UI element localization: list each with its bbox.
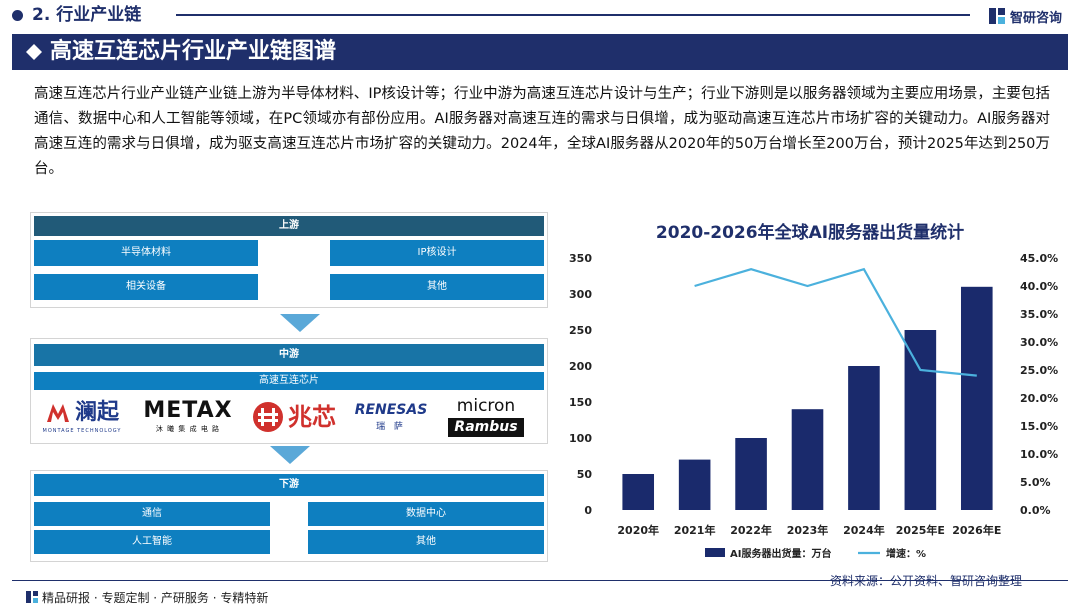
downstream-item: 其他 xyxy=(308,530,544,554)
footer-services: 精品研报 · 专题定制 · 产研服务 · 专精特新 xyxy=(26,588,268,606)
x-tick-label: 2023年 xyxy=(787,523,829,537)
downstream-item: 人工智能 xyxy=(34,530,270,554)
company-sub: 瑞 萨 xyxy=(376,421,406,432)
upstream-item: 相关设备 xyxy=(34,274,258,300)
y-right-tick-label: 30.0% xyxy=(1020,336,1058,349)
x-tick-label: 2026年E xyxy=(952,523,1001,537)
company-name: Rambus xyxy=(448,417,524,437)
montage-logo-icon xyxy=(46,404,69,422)
x-tick-label: 2022年 xyxy=(730,523,772,537)
y-right-tick-label: 25.0% xyxy=(1020,364,1058,377)
company-logo-micron-rambus: micron Rambus xyxy=(440,394,532,440)
y-right-tick-label: 0.0% xyxy=(1020,504,1051,517)
company-sub: 沐 曦 集 成 电 路 xyxy=(155,425,221,433)
section-header: 2. 行业产业链 智研咨询 xyxy=(0,0,1080,32)
shipment-chart: 0 50 100 150 200 250 300 350 0.0% 5.0% 10.0% 15.0% 2… xyxy=(569,252,1058,560)
bar xyxy=(622,474,655,510)
title-banner: 高速互连芯片行业产业链图谱 xyxy=(12,34,1068,70)
upstream-item: 其他 xyxy=(330,274,544,300)
upstream-item: 半导体材料 xyxy=(34,240,258,266)
down-arrow-icon xyxy=(280,314,320,332)
y-right-tick-label: 20.0% xyxy=(1020,392,1058,405)
bar xyxy=(791,409,824,510)
y-left-tick-label: 100 xyxy=(569,432,592,445)
growth-line xyxy=(694,267,977,377)
y-left-tick-label: 250 xyxy=(569,324,592,337)
brand-name: 智研咨询 xyxy=(1010,10,1063,26)
upstream-header: 上游 xyxy=(34,216,544,236)
legend-swatch-bar xyxy=(705,548,725,557)
x-tick-label: 2025年E xyxy=(896,523,945,537)
legend-label: AI服务器出货量：万台 xyxy=(730,547,831,560)
y-left-tick-label: 0 xyxy=(584,504,592,517)
zhaoxin-logo-icon xyxy=(253,402,283,432)
y-left-tick-label: 300 xyxy=(569,288,592,301)
section-divider xyxy=(176,14,970,16)
midstream-subtitle: 高速互连芯片 xyxy=(34,372,544,390)
bar xyxy=(960,286,993,510)
y-right-tick-label: 10.0% xyxy=(1020,448,1058,461)
x-tick-label: 2021年 xyxy=(674,523,716,537)
y-right-tick-label: 35.0% xyxy=(1020,308,1058,321)
midstream-header: 中游 xyxy=(34,344,544,366)
downstream-item: 数据中心 xyxy=(308,502,544,526)
diamond-icon xyxy=(26,44,42,60)
bar xyxy=(678,459,711,510)
company-name: 兆芯 xyxy=(288,403,336,431)
x-tick-label: 2020年 xyxy=(617,523,659,537)
y-right-tick-label: 15.0% xyxy=(1020,420,1058,433)
brand: 智研咨询 xyxy=(988,6,1062,26)
footer-text: 精品研报 · 专题定制 · 产研服务 · 专精特新 xyxy=(42,590,269,605)
y-right-tick-label: 5.0% xyxy=(1020,476,1051,489)
downstream-item: 通信 xyxy=(34,502,270,526)
x-tick-label: 2024年 xyxy=(843,523,885,537)
footer-divider xyxy=(12,580,1068,581)
upstream-item: IP核设计 xyxy=(330,240,544,266)
company-name: METAX xyxy=(143,398,233,423)
company-name: 澜起 xyxy=(74,400,119,425)
y-right-tick-label: 40.0% xyxy=(1020,280,1058,293)
company-name: micron xyxy=(456,395,516,416)
section-title: 2. 行业产业链 xyxy=(32,5,142,25)
y-left-tick-label: 200 xyxy=(569,360,592,373)
y-left-tick-label: 350 xyxy=(569,252,592,265)
source-note: 资料来源：公开资料、智研咨询整理 xyxy=(830,574,1023,588)
downstream-header: 下游 xyxy=(34,474,544,496)
company-name: RENESAS xyxy=(354,401,428,418)
y-left-tick-label: 50 xyxy=(577,468,593,481)
y-right-tick-label: 45.0% xyxy=(1020,252,1058,265)
brand-mini-icon xyxy=(26,591,38,603)
brand-logo-icon xyxy=(989,8,1005,24)
company-logo-zhaoxin: 兆芯 xyxy=(242,394,346,440)
legend-label: 增速：% xyxy=(886,547,926,560)
bar xyxy=(735,438,767,510)
company-sub: MONTAGE TECHNOLOGY xyxy=(42,428,122,434)
bar xyxy=(848,366,880,510)
company-logo-metax: METAX 沐 曦 集 成 电 路 xyxy=(138,394,238,440)
page-title: 高速互连芯片行业产业链图谱 xyxy=(50,39,337,64)
y-left-tick-label: 150 xyxy=(569,396,592,409)
company-logo-montage: 澜起 MONTAGE TECHNOLOGY xyxy=(34,394,130,440)
section-dot xyxy=(12,10,23,21)
company-logos: 澜起 MONTAGE TECHNOLOGY METAX 沐 曦 集 成 电 路 … xyxy=(34,394,546,440)
bar xyxy=(904,330,937,510)
down-arrow-icon xyxy=(270,446,310,464)
company-logo-renesas: RENESAS 瑞 萨 xyxy=(346,394,436,440)
description-text: 高速互连芯片行业产业链产业链上游为半导体材料、IP核设计等；行业中游为高速互连芯… xyxy=(34,86,1050,177)
chart-title: 2020-2026年全球AI服务器出货量统计 xyxy=(655,223,965,243)
